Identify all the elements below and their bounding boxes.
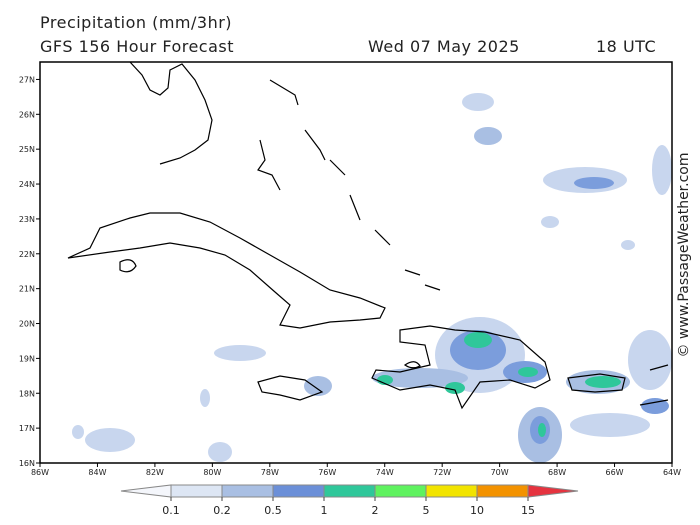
x-tick-label: 82W [146, 468, 164, 477]
x-tick-label: 64W [663, 468, 681, 477]
x-tick-label: 68W [548, 468, 566, 477]
precip-blobs [72, 93, 672, 463]
y-tick-label: 17N [19, 424, 35, 433]
colorbar-label: 5 [423, 504, 430, 517]
colorbar-label: 1 [321, 504, 328, 517]
colorbar-segment [425, 484, 478, 498]
title: Precipitation (mm/3hr) [40, 13, 232, 32]
colorbar-segment [374, 484, 427, 498]
colorbar-label: 0.1 [162, 504, 180, 517]
y-tick-label: 25N [19, 145, 35, 154]
y-tick-label: 26N [19, 110, 35, 119]
colorbar-segment [323, 484, 376, 498]
subtitle: GFS 156 Hour Forecast [40, 37, 234, 56]
x-tick-label: 78W [261, 468, 279, 477]
colorbar-segment [272, 484, 325, 498]
x-tick-label: 86W [31, 468, 49, 477]
colorbar-segment [476, 484, 529, 498]
x-tick-label: 72W [433, 468, 451, 477]
colorbar-high [527, 484, 579, 498]
colorbar-segment [170, 484, 223, 498]
colorbar-segment [221, 484, 274, 498]
x-tick-label: 80W [203, 468, 221, 477]
x-tick-label: 70W [491, 468, 509, 477]
credit: © www.PassageWeather.com [676, 152, 692, 357]
y-tick-label: 22N [19, 250, 35, 259]
y-tick-label: 18N [19, 389, 35, 398]
x-tick-label: 84W [88, 468, 106, 477]
coastlines [67, 61, 669, 410]
colorbar-label: 10 [470, 504, 484, 517]
colorbar-label: 15 [521, 504, 535, 517]
y-tick-label: 16N [19, 459, 35, 468]
y-tick-label: 23N [19, 215, 35, 224]
y-tick-label: 19N [19, 354, 35, 363]
y-tick-label: 20N [19, 320, 35, 329]
colorbar-label: 0.2 [213, 504, 231, 517]
x-tick-label: 76W [318, 468, 336, 477]
colorbar-label: 2 [372, 504, 379, 517]
y-tick-label: 27N [19, 75, 35, 84]
time: 18 UTC [596, 37, 656, 56]
x-tick-label: 74W [376, 468, 394, 477]
y-tick-label: 24N [19, 180, 35, 189]
x-tick-label: 66W [605, 468, 623, 477]
colorbar-low [120, 484, 172, 498]
map-frame [39, 61, 673, 464]
date: Wed 07 May 2025 [368, 37, 520, 56]
y-tick-label: 21N [19, 285, 35, 294]
colorbar-label: 0.5 [264, 504, 282, 517]
